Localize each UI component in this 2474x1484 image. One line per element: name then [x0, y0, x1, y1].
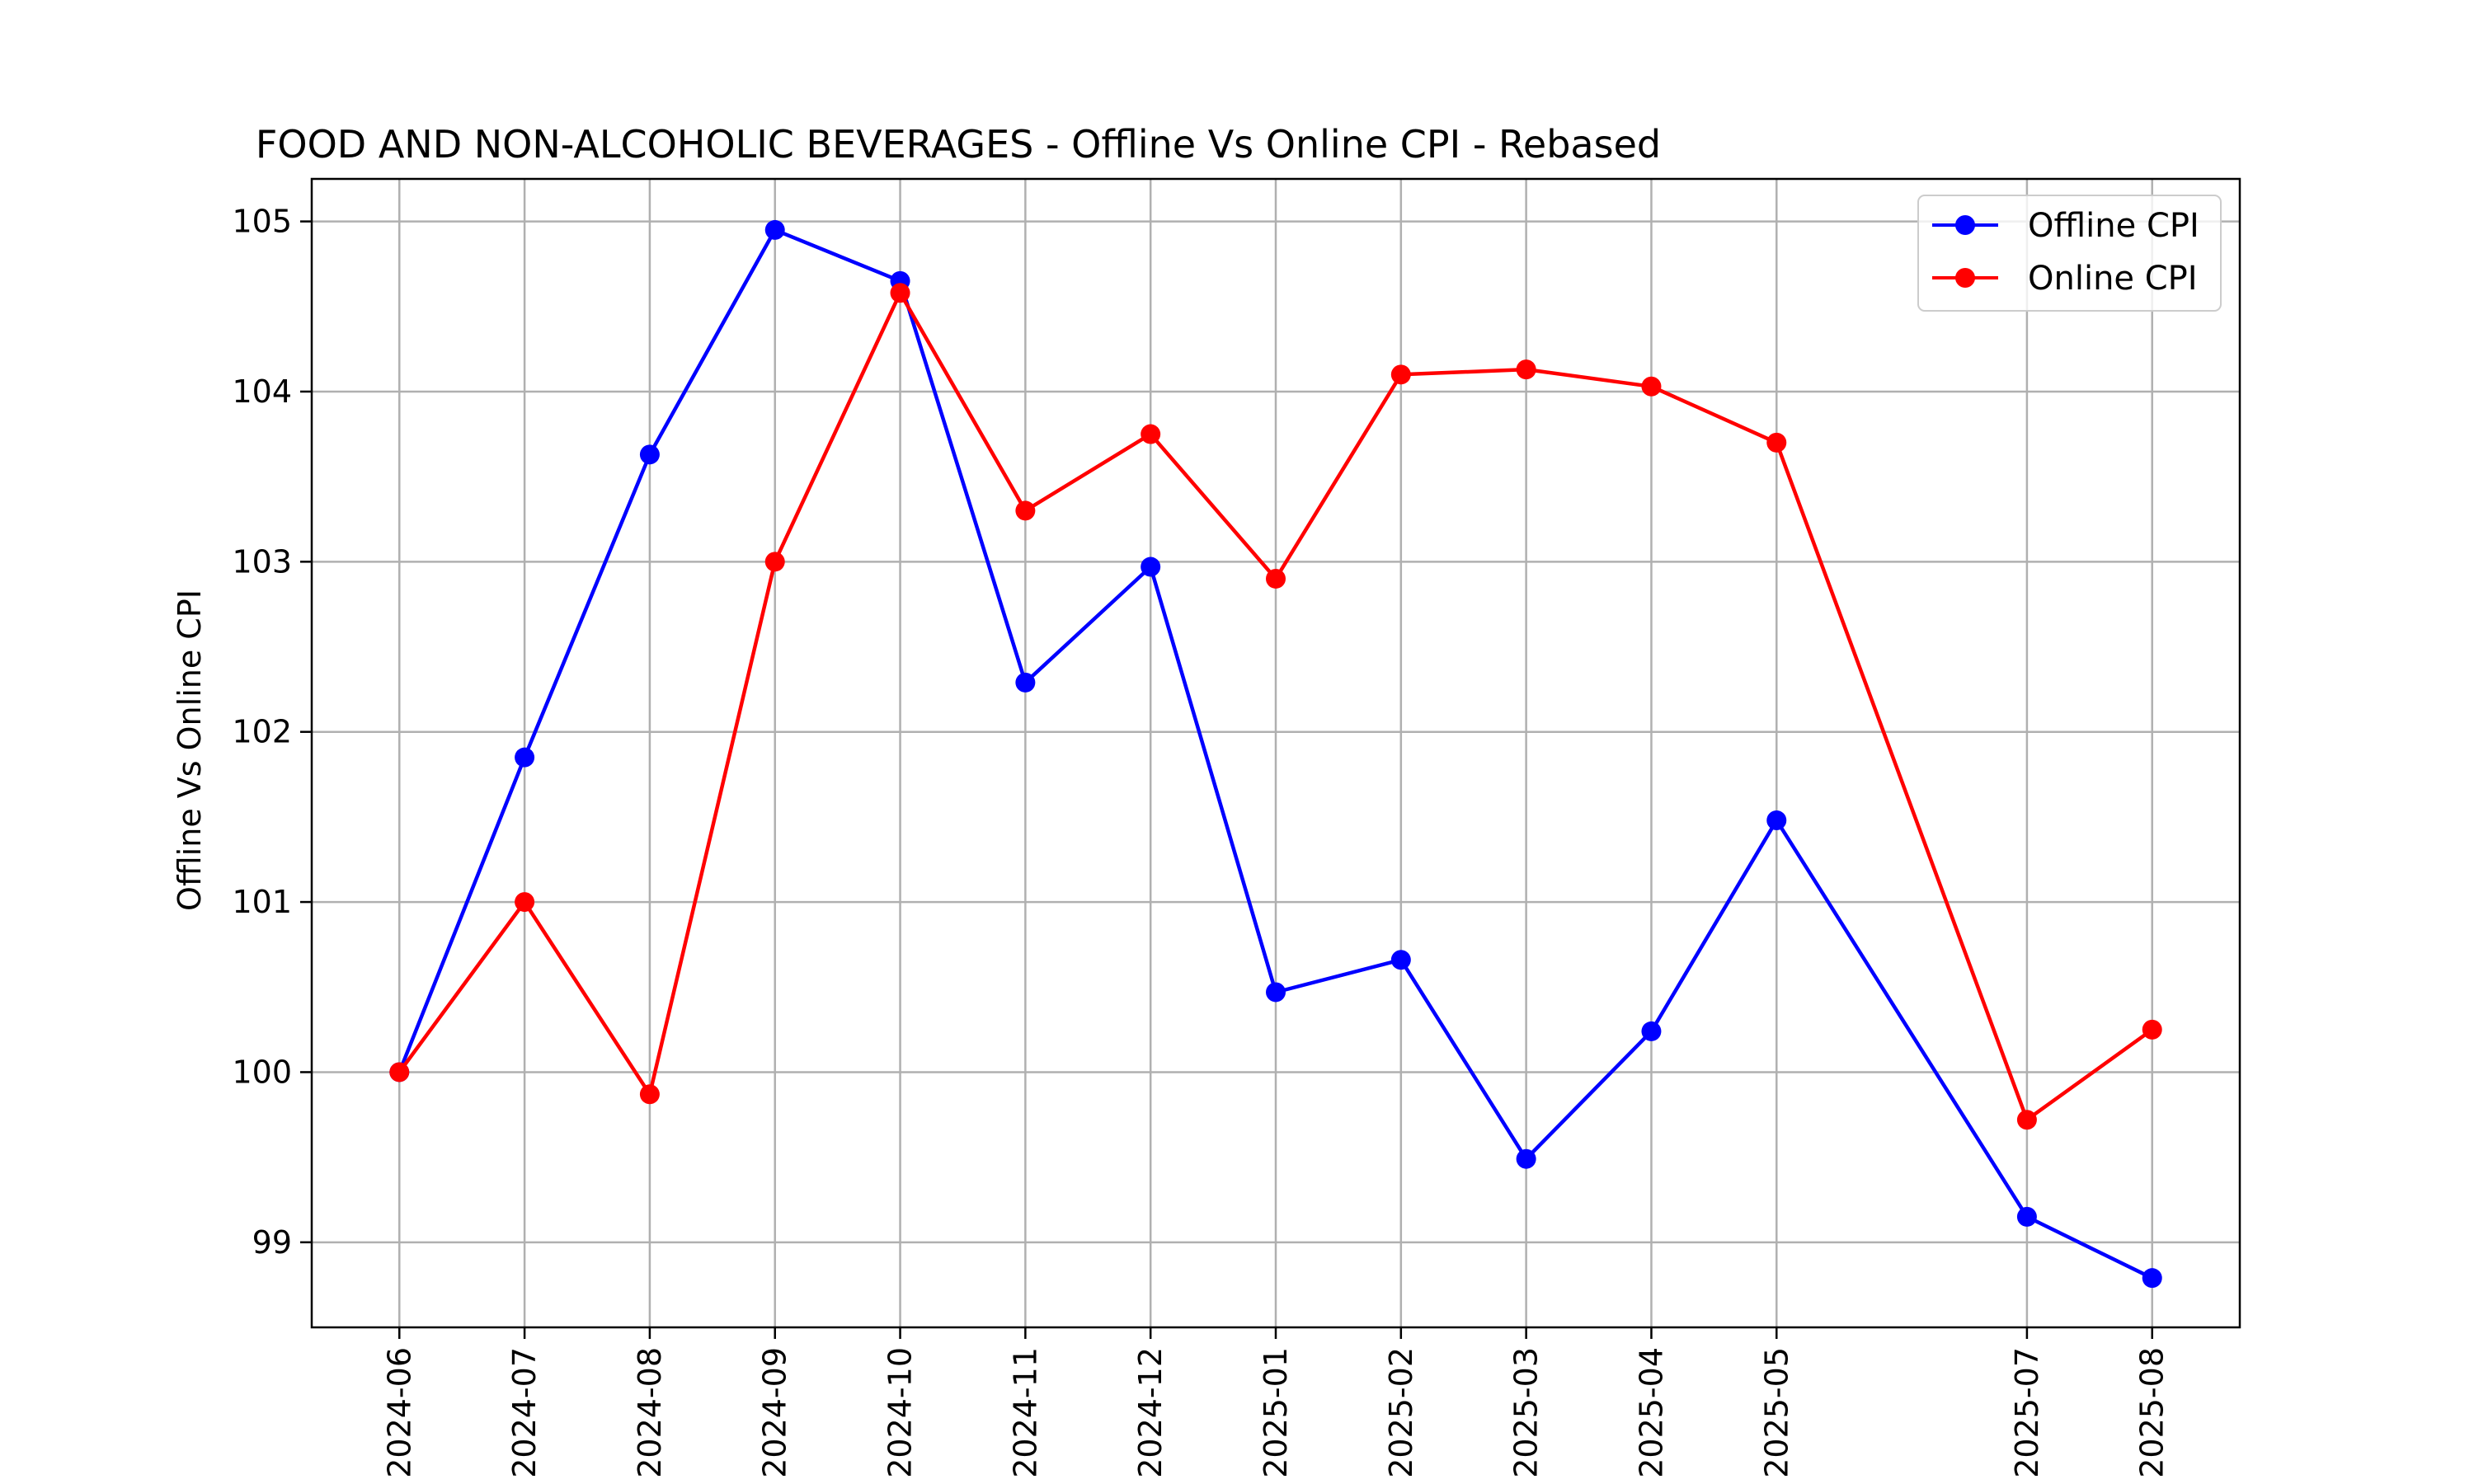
offline-cpi-point [2142, 1268, 2162, 1289]
online-cpi-point [890, 283, 910, 303]
y-tick-label: 105 [232, 204, 292, 240]
online-cpi-point [389, 1062, 410, 1082]
offline-cpi-point [1015, 672, 1036, 693]
online-cpi-point [1766, 432, 1787, 453]
x-tick-label: 2024-10 [882, 1347, 919, 1478]
y-tick-label: 100 [232, 1054, 292, 1090]
x-tick-label: 2025-05 [1758, 1347, 1794, 1478]
series-layer [389, 219, 2162, 1289]
offline-cpi-point [1766, 810, 1787, 831]
x-tick-label: 2025-01 [1258, 1347, 1294, 1478]
legend: Offline CPI Online CPI [1917, 195, 2222, 312]
x-tick-label: 2024-06 [381, 1347, 417, 1478]
y-tick-label: 101 [232, 884, 292, 920]
x-tick-label: 2025-08 [2134, 1347, 2171, 1478]
online-cpi-line [397, 291, 2154, 1122]
online-cpi-point [1266, 568, 1286, 589]
x-tick-label: 2024-11 [1007, 1347, 1043, 1478]
online-cpi-point [1390, 364, 1411, 385]
x-tick-label: 2024-09 [757, 1347, 793, 1478]
legend-online-marker [1955, 268, 1975, 288]
online-cpi-point [639, 1084, 660, 1105]
online-cpi-point [515, 892, 535, 913]
x-tick-label: 2025-07 [2009, 1347, 2045, 1478]
offline-cpi-point [515, 747, 535, 768]
x-tick-label: 2025-03 [1508, 1347, 1545, 1478]
offline-cpi-line [397, 228, 2153, 1280]
x-tick-label: 2025-02 [1383, 1347, 1419, 1478]
offline-cpi-point [1516, 1148, 1536, 1169]
legend-offline-label: Offline CPI [2028, 207, 2199, 245]
x-tick-label: 2025-04 [1633, 1347, 1669, 1478]
y-tick-label: 104 [232, 373, 292, 410]
online-cpi-point [1141, 424, 1161, 444]
online-cpi-point [1516, 359, 1536, 380]
online-cpi-point [764, 552, 785, 572]
online-cpi-point [2016, 1110, 2037, 1130]
y-tick-label: 99 [252, 1224, 292, 1261]
ticks-layer: 2024-06 2024-07 2024-08 2024-09 2024-10 2024-… [232, 204, 2170, 1478]
y-axis-label: Offline Vs Online CPI [172, 589, 208, 911]
offline-cpi-point [1266, 982, 1286, 1003]
legend-online-label: Online CPI [2028, 260, 2198, 298]
offline-cpi-point [1390, 950, 1411, 970]
y-tick-label: 103 [232, 543, 292, 580]
offline-cpi-point [1141, 556, 1161, 577]
x-tick-label: 2024-12 [1132, 1347, 1169, 1478]
offline-cpi-point [2016, 1206, 2037, 1227]
x-tick-label: 2024-08 [632, 1347, 668, 1478]
x-tick-label: 2024-07 [506, 1347, 543, 1478]
legend-offline-marker [1955, 215, 1975, 235]
online-cpi-point [1015, 500, 1036, 521]
offline-cpi-point [639, 444, 660, 465]
y-tick-label: 102 [232, 714, 292, 750]
offline-cpi-point [764, 219, 785, 240]
online-cpi-point [1641, 376, 1662, 397]
offline-cpi-point [1641, 1021, 1662, 1041]
chart-title: FOOD AND NON-ALCOHOLIC BEVERAGES - Offli… [256, 122, 1661, 167]
online-cpi-point [2142, 1019, 2162, 1040]
